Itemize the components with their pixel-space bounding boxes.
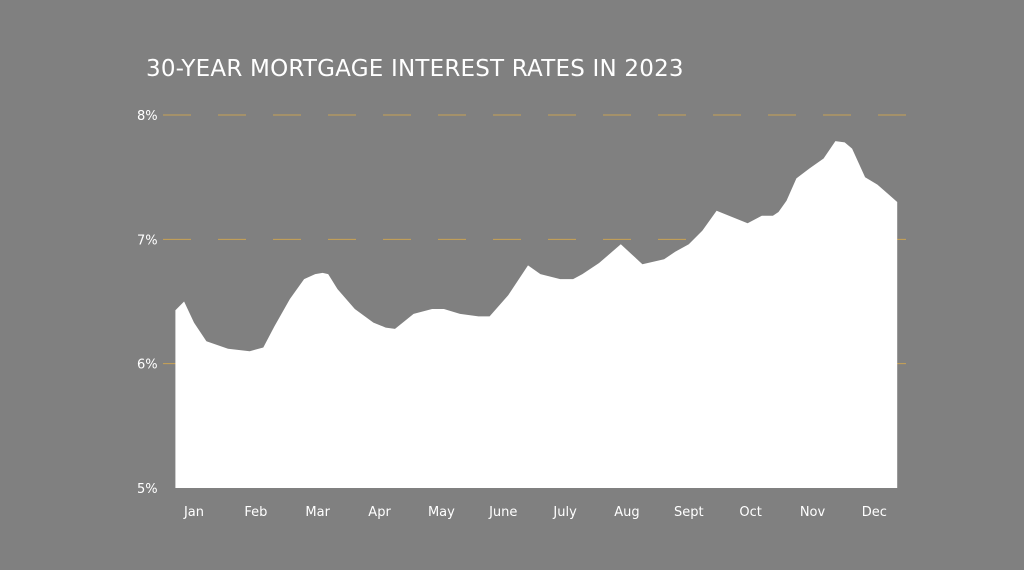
y-tick-label: 8% [137, 109, 158, 124]
x-tick-label: Oct [739, 505, 761, 520]
chart-title: 30-YEAR MORTGAGE INTEREST RATES IN 2023 [146, 56, 684, 82]
x-tick-label: Feb [244, 505, 267, 520]
y-tick-label: 6% [137, 358, 158, 373]
x-tick-label: June [488, 505, 517, 520]
x-tick-label: Dec [862, 505, 887, 520]
x-tick-label: July [552, 505, 577, 520]
y-tick-label: 5% [137, 482, 158, 497]
y-axis-ticks: 8% 7% 6% 5% [137, 109, 158, 497]
x-tick-label: Mar [305, 505, 330, 520]
x-tick-label: Jan [183, 505, 204, 520]
area-layer [175, 141, 898, 488]
y-tick-label: 7% [137, 233, 158, 248]
x-tick-label: Sept [674, 505, 704, 520]
rate-area [175, 141, 898, 488]
x-axis-ticks: Jan Feb Mar Apr May June July Aug Sept Oct Nov Dec [183, 505, 887, 520]
x-tick-label: May [428, 505, 455, 520]
x-tick-label: Apr [368, 505, 391, 520]
x-tick-label: Aug [614, 505, 639, 520]
x-tick-label: Nov [800, 505, 826, 520]
